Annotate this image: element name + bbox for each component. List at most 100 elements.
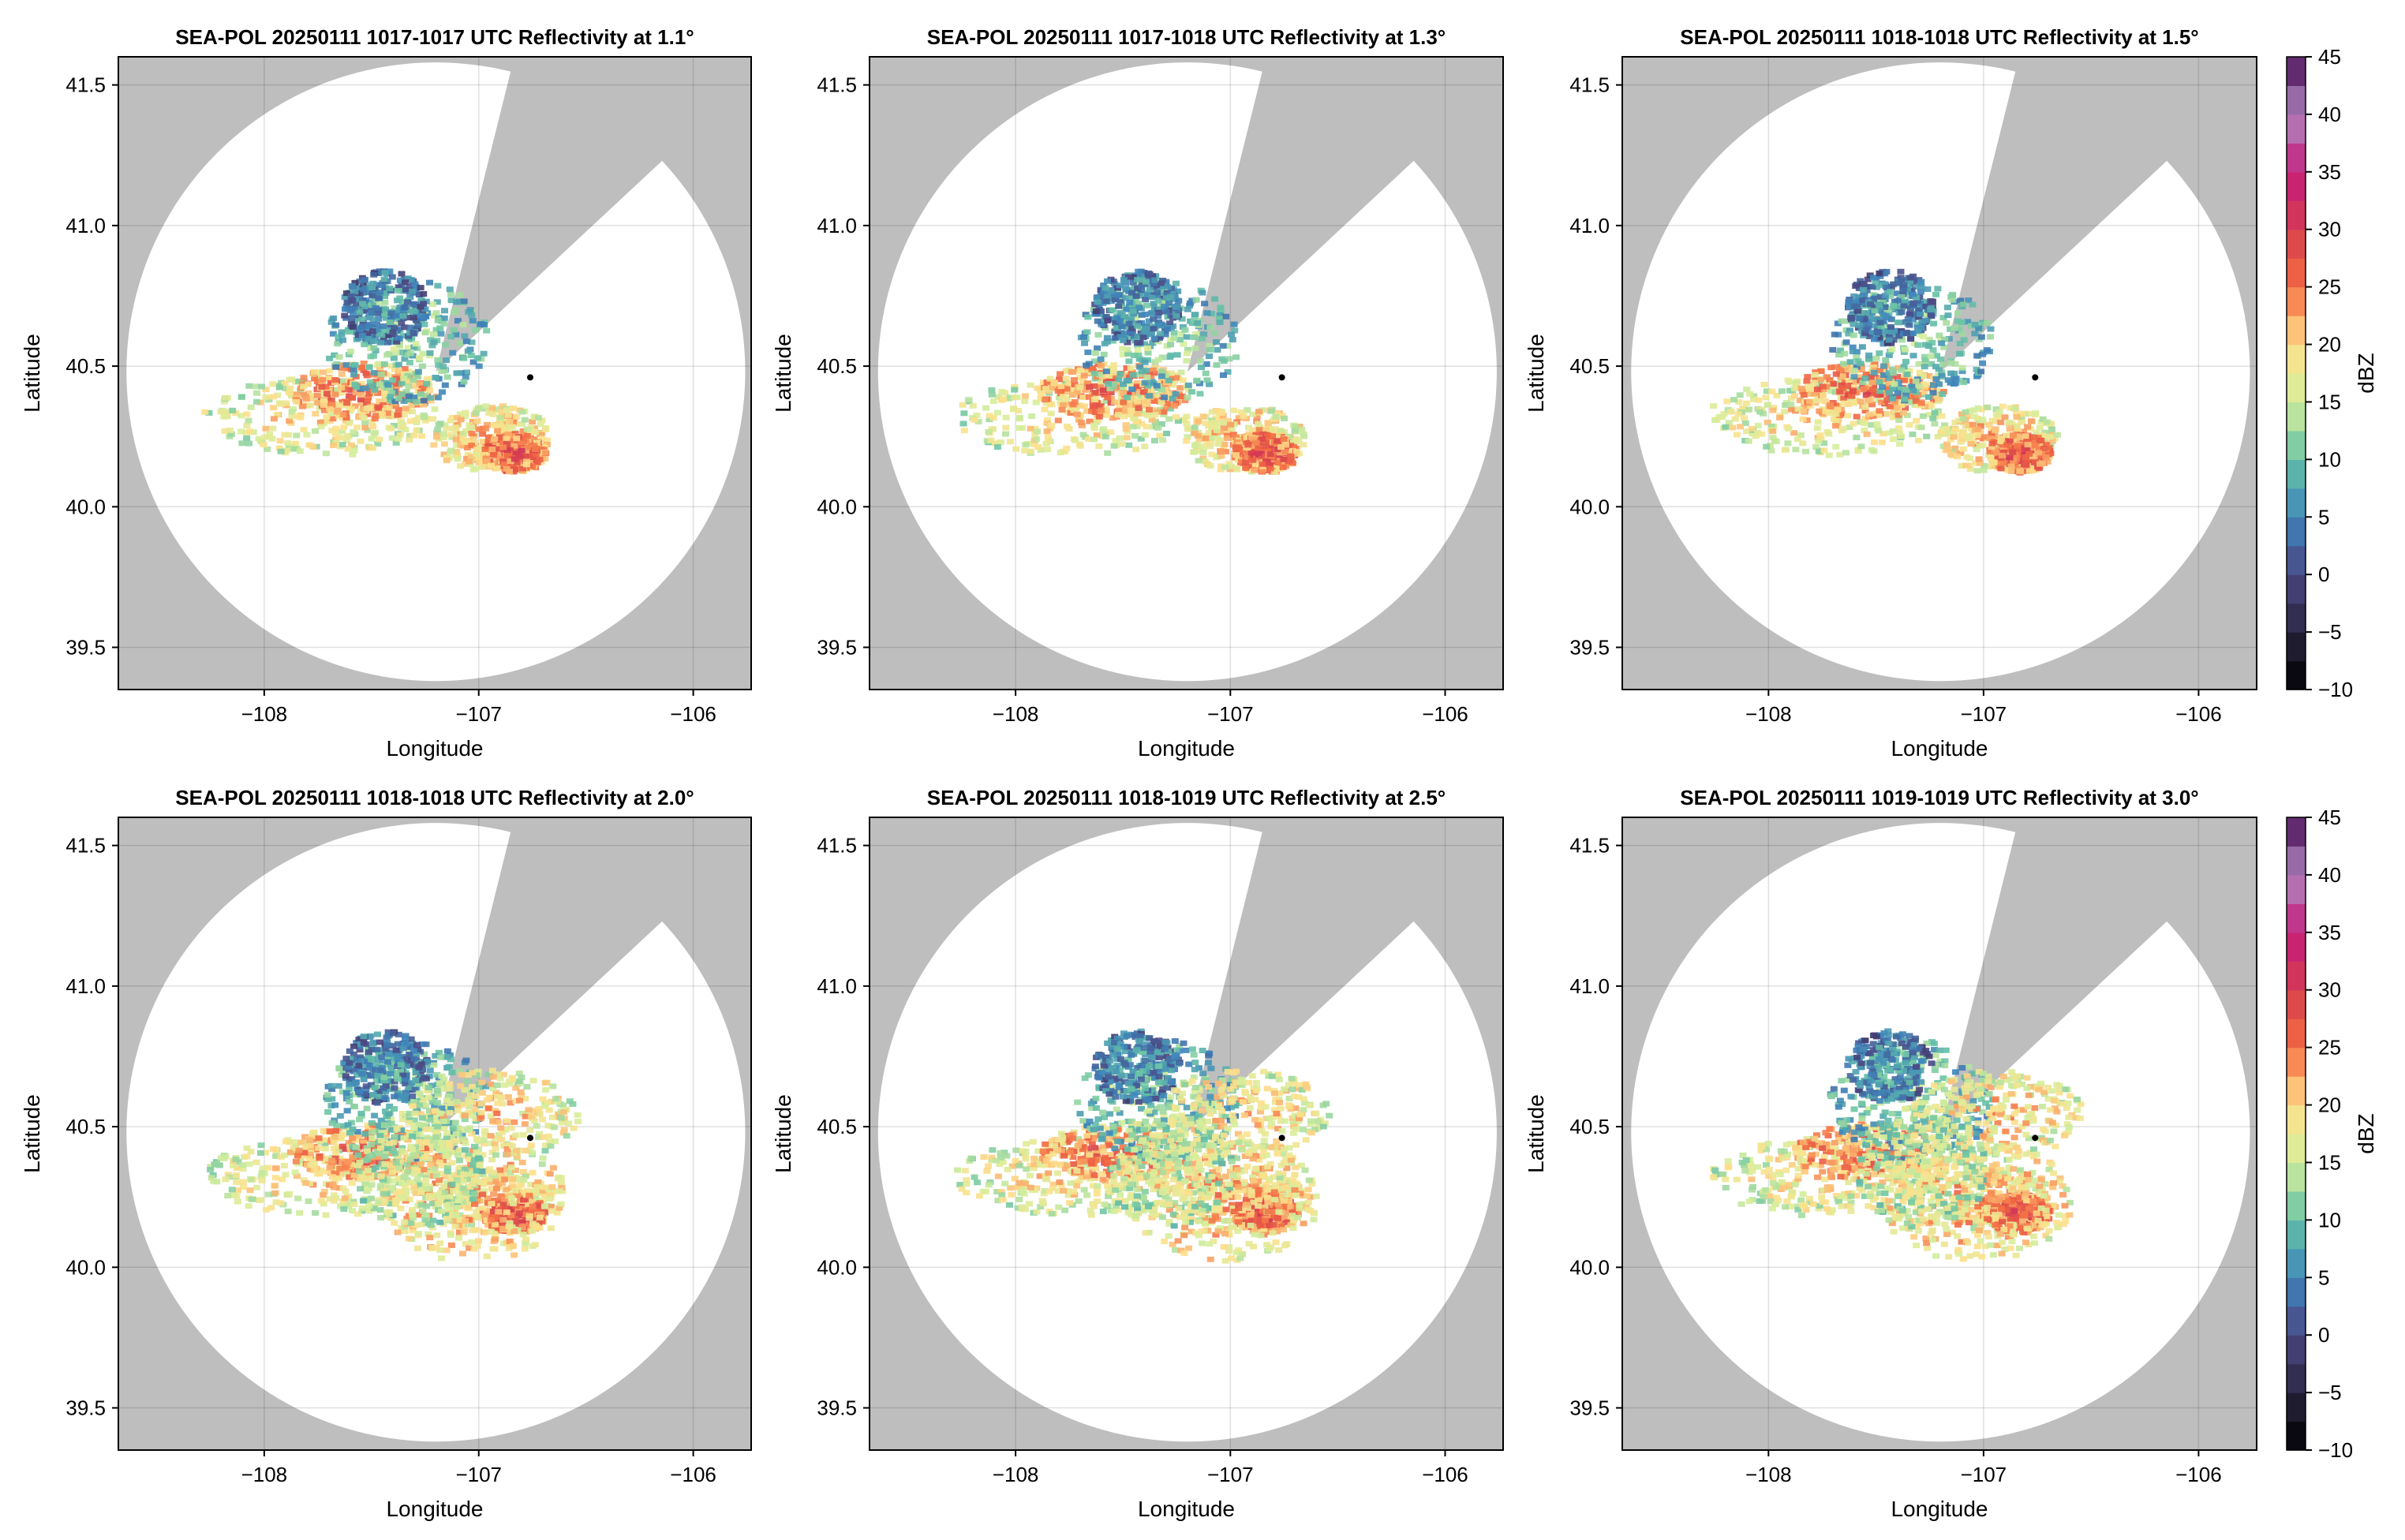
- colorbar-segment: [2287, 1277, 2306, 1307]
- y-tick-label: 41.5: [1569, 834, 1610, 858]
- colorbar-segment: [2287, 143, 2306, 173]
- panel-3: −108 −107 −106 39.5 40.0 40.5 41.0 41.5 SEA-POL …: [1524, 25, 2257, 761]
- y-tick-label: 41.5: [1569, 73, 1610, 97]
- x-tick-label: −108: [241, 702, 288, 726]
- y-tick-label: 40.0: [817, 1255, 857, 1279]
- x-tick-label: −108: [1745, 1463, 1792, 1486]
- colorbar-segment: [2287, 874, 2306, 904]
- radar-coverage-area: [877, 62, 1497, 682]
- colorbar-tick-label: 20: [2318, 1093, 2341, 1117]
- colorbar-segment: [2287, 632, 2306, 662]
- x-tick-label: −107: [1961, 702, 2007, 726]
- colorbar-segment: [2287, 1306, 2306, 1336]
- panel-title: SEA-POL 20250111 1017-1018 UTC Reflectiv…: [927, 25, 1446, 49]
- y-tick-label: 40.5: [817, 1115, 857, 1138]
- x-tick-label: −107: [1207, 702, 1254, 726]
- x-tick-label: −107: [1961, 1463, 2007, 1486]
- colorbar-segment: [2287, 1076, 2306, 1106]
- y-tick-label: 40.5: [817, 354, 857, 378]
- colorbar-segment: [2287, 85, 2306, 115]
- colorbar-segment: [2287, 373, 2306, 403]
- colorbar-segment: [2287, 1421, 2306, 1451]
- colorbar-tick-label: 5: [2318, 505, 2329, 529]
- colorbar-tick-label: −10: [2318, 1438, 2353, 1462]
- colorbar-segment: [2287, 1363, 2306, 1393]
- site-marker: [1278, 1134, 1285, 1142]
- colorbar-segment: [2287, 545, 2306, 575]
- y-tick-label: 41.0: [65, 974, 106, 998]
- colorbar-1: −10 −5 0 5 10 15 20 25 30 35 40 45 dBZ: [2286, 45, 2378, 701]
- y-axis-label: Latitude: [1524, 334, 1548, 413]
- y-tick-label: 41.5: [817, 73, 857, 97]
- colorbar-2: −10 −5 0 5 10 15 20 25 30 35 40 45 dBZ: [2286, 806, 2378, 1462]
- colorbar-segment: [2287, 316, 2306, 346]
- colorbar-segment: [2287, 1047, 2306, 1077]
- x-axis-label: Longitude: [1891, 1497, 1988, 1521]
- colorbar-segment: [2287, 258, 2306, 288]
- colorbar-segment: [2287, 488, 2306, 518]
- site-marker: [526, 374, 533, 381]
- x-axis-label: Longitude: [1138, 1497, 1235, 1521]
- colorbar-tick-label: −5: [2318, 1381, 2342, 1404]
- reflectivity-echo: [959, 268, 1307, 475]
- colorbar-tick-label: 0: [2318, 563, 2329, 586]
- y-tick-label: 40.0: [817, 495, 857, 518]
- colorbar-tick-label: 30: [2318, 978, 2341, 1002]
- colorbar-tick-label: 30: [2318, 218, 2341, 241]
- y-tick-label: 40.0: [1569, 1255, 1610, 1279]
- colorbar-segment: [2287, 989, 2306, 1019]
- y-tick-label: 41.0: [1569, 214, 1610, 237]
- x-tick-label: −106: [670, 1463, 716, 1486]
- colorbar-tick-label: 20: [2318, 333, 2341, 357]
- panel-4: −108 −107 −106 39.5 40.0 40.5 41.0 41.5 SEA-POL …: [20, 786, 752, 1521]
- x-tick-label: −108: [993, 1463, 1039, 1486]
- colorbar-segment: [2287, 1105, 2306, 1134]
- colorbar-segment: [2287, 1248, 2306, 1278]
- colorbar-segment: [2287, 1191, 2306, 1220]
- panels: −108 −107 −106 39.5 40.0 40.5 41.0 41.5 SEA-POL …: [20, 25, 2257, 1521]
- colorbar-segment: [2287, 229, 2306, 259]
- colorbar-segment: [2287, 903, 2306, 933]
- colorbar-tick-label: 25: [2318, 1036, 2341, 1060]
- panel-2: −108 −107 −106 39.5 40.0 40.5 41.0 41.5 SEA-POL …: [771, 25, 1504, 761]
- x-tick-label: −106: [670, 702, 716, 726]
- y-axis-label: Latitude: [20, 334, 44, 413]
- colorbar-tick-label: 10: [2318, 1208, 2341, 1232]
- colorbar-segment: [2287, 200, 2306, 230]
- colorbar-segment: [2287, 932, 2306, 962]
- colorbar-segment: [2287, 1392, 2306, 1422]
- y-tick-label: 41.5: [65, 834, 106, 858]
- y-tick-label: 40.5: [1569, 1115, 1610, 1138]
- colorbar-segment: [2287, 1162, 2306, 1192]
- colorbar-frame: [2286, 817, 2306, 1451]
- x-tick-label: −107: [455, 702, 502, 726]
- y-tick-label: 41.5: [65, 73, 106, 97]
- plot-frame: [118, 817, 752, 1451]
- x-tick-label: −106: [1422, 1463, 1468, 1486]
- x-tick-label: −107: [1207, 1463, 1254, 1486]
- y-tick-label: 40.0: [65, 495, 106, 518]
- x-axis-label: Longitude: [1891, 736, 1988, 761]
- y-tick-label: 39.5: [65, 1396, 106, 1420]
- y-tick-label: 41.5: [817, 834, 857, 858]
- colorbar-tick-label: −10: [2318, 678, 2353, 701]
- plot-frame: [1621, 817, 2257, 1451]
- plot-frame: [118, 56, 752, 690]
- y-axis-label: Latitude: [1524, 1094, 1548, 1173]
- x-tick-label: −106: [2175, 1463, 2222, 1486]
- x-axis-label: Longitude: [386, 1497, 483, 1521]
- y-axis-label: Latitude: [771, 1094, 795, 1173]
- x-axis-label: Longitude: [386, 736, 483, 761]
- colorbar-tick-label: −5: [2318, 620, 2342, 644]
- y-tick-label: 39.5: [1569, 1396, 1610, 1420]
- colorbar-tick-label: 10: [2318, 447, 2341, 471]
- y-tick-label: 40.5: [1569, 354, 1610, 378]
- colorbar-segment: [2287, 286, 2306, 316]
- y-tick-label: 41.0: [1569, 974, 1610, 998]
- panel-title: SEA-POL 20250111 1017-1017 UTC Reflectiv…: [175, 25, 694, 49]
- colorbar-tick-label: 35: [2318, 921, 2341, 944]
- x-tick-label: −107: [455, 1463, 502, 1486]
- colorbar-segment: [2287, 517, 2306, 547]
- y-tick-label: 40.5: [65, 1115, 106, 1138]
- panel-5: −108 −107 −106 39.5 40.0 40.5 41.0 41.5 SEA-POL …: [771, 786, 1504, 1521]
